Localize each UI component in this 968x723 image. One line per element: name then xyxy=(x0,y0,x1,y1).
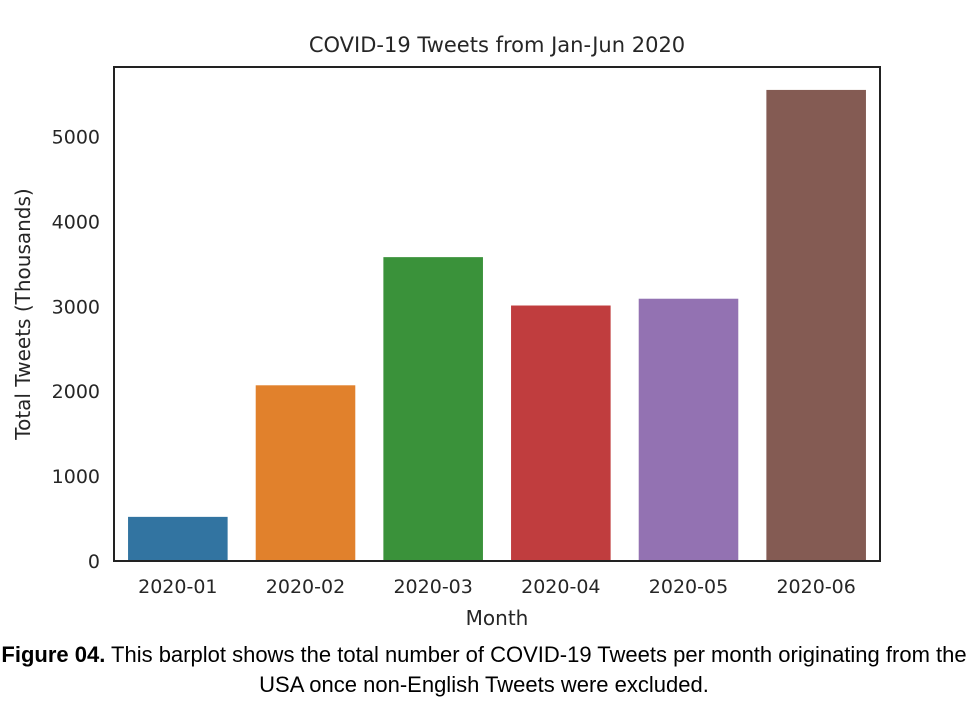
figure-caption: Figure 04. This barplot shows the total … xyxy=(0,640,968,700)
x-axis-ticks: 2020-01 2020-02 2020-03 2020-04 2020-05 2020-… xyxy=(138,576,856,598)
bar-chart: COVID-19 Tweets from Jan-Jun 2020 0 1000 2… xyxy=(11,33,881,630)
y-tick-label: 3000 xyxy=(52,296,100,318)
bar-2020-05 xyxy=(638,298,739,561)
x-tick-label: 2020-03 xyxy=(393,576,472,598)
x-tick-label: 2020-05 xyxy=(649,576,728,598)
x-tick-label: 2020-04 xyxy=(521,576,600,598)
bar-2020-01 xyxy=(128,516,228,561)
bar-2020-02 xyxy=(255,385,356,561)
y-axis-ticks: 0 1000 2000 3000 4000 5000 xyxy=(52,127,100,573)
chart-title: COVID-19 Tweets from Jan-Jun 2020 xyxy=(309,33,685,57)
y-tick-label: 4000 xyxy=(52,211,100,233)
x-tick-label: 2020-01 xyxy=(138,576,217,598)
figure-label: Figure 04. xyxy=(1,642,106,667)
x-tick-label: 2020-06 xyxy=(776,576,855,598)
x-tick-label: 2020-02 xyxy=(266,576,345,598)
bar-2020-04 xyxy=(511,305,611,561)
y-tick-label: 2000 xyxy=(52,381,100,403)
y-tick-label: 0 xyxy=(88,551,100,573)
figure-caption-text: This barplot shows the total number of C… xyxy=(105,642,967,697)
bars xyxy=(128,89,866,561)
y-tick-label: 5000 xyxy=(52,127,100,149)
plot-frame xyxy=(113,66,881,562)
y-axis-label: Total Tweets (Thousands) xyxy=(11,188,35,440)
y-tick-label: 1000 xyxy=(52,466,100,488)
x-axis-label: Month xyxy=(466,606,529,630)
bar-2020-03 xyxy=(383,257,483,561)
bar-2020-06 xyxy=(766,89,866,561)
